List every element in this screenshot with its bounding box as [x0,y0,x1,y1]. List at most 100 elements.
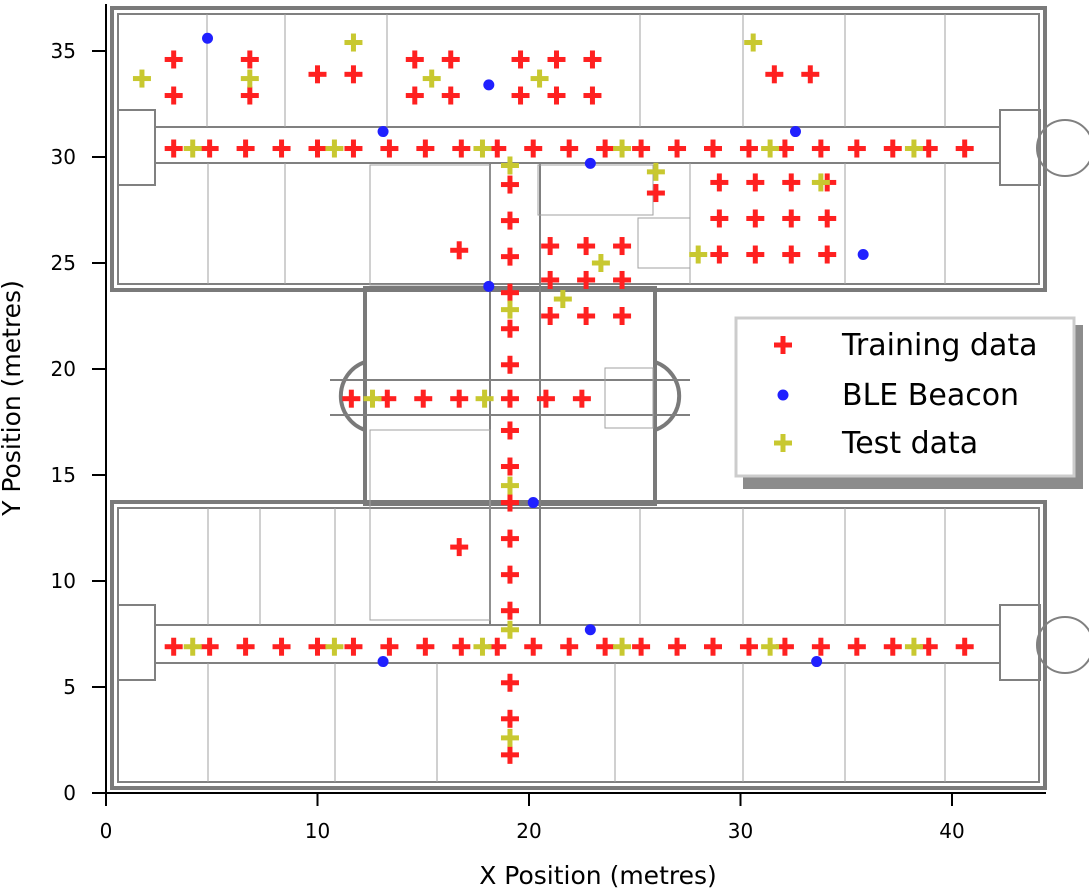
training-point [416,637,435,656]
training-point [801,65,820,84]
test-point [500,728,519,747]
training-point [380,139,399,158]
test-point [325,139,344,158]
training-point [524,637,543,656]
test-point [646,162,665,181]
test-point [240,69,259,88]
training-point [955,637,974,656]
training-point [452,139,471,158]
beacon-point [789,126,801,138]
training-point [560,139,579,158]
training-point [883,139,902,158]
training-point [541,307,560,325]
y-tick-label: 5 [63,675,76,699]
test-point [591,254,610,272]
training-point [344,637,363,656]
training-point [883,637,902,656]
training-point [500,355,519,374]
training-point [236,139,255,158]
training-point [164,637,183,656]
beacon-point [202,32,214,44]
training-point [811,637,830,656]
training-point [596,139,615,158]
training-point [344,65,363,84]
training-point [775,637,794,656]
training-point [272,139,291,158]
training-point [405,86,424,105]
training-point [500,601,519,620]
training-point [500,493,519,512]
training-point [511,50,530,69]
training-point [547,50,566,69]
training-point [577,270,596,289]
training-point [919,139,938,158]
y-tick-label: 20 [51,357,76,381]
training-point [240,50,259,69]
test-point [761,139,780,158]
training-point [488,637,507,656]
training-point [511,86,530,105]
training-point [450,241,469,260]
training-point [200,139,219,158]
test-point [744,33,763,52]
training-point [308,637,327,656]
legend-label-test: Test data [841,426,978,461]
training-point [500,565,519,584]
training-point [775,139,794,158]
training-point [710,245,729,264]
training-point [441,86,460,105]
test-point [530,69,549,88]
beacon-point [483,280,495,292]
y-tick-label: 0 [63,781,76,805]
training-point [710,209,729,228]
training-point [613,307,632,325]
x-tick-label: 40 [939,819,964,843]
test-point [422,69,441,88]
beacon-point [584,157,596,169]
training-point [811,139,830,158]
training-point [450,389,469,408]
training-point [200,637,219,656]
training-point [596,637,615,656]
training-point [704,637,723,656]
training-point [164,86,183,105]
x-tick-label: 30 [728,819,753,843]
training-point [919,637,938,656]
training-point [500,247,519,266]
test-point [613,637,632,656]
training-point [164,139,183,158]
training-point [572,389,591,408]
training-point [746,209,765,228]
training-point [955,139,974,158]
test-point [553,290,572,309]
training-point [818,209,837,228]
test-point [132,69,151,88]
axes: 0 5 10 15 20 25 30 35 0 10 20 30 40 [51,4,1046,843]
training-point [560,637,579,656]
training-point [240,86,259,105]
training-point [613,237,632,256]
training-point [308,139,327,158]
training-point [646,184,665,203]
training-point [500,673,519,692]
training-point [488,139,507,158]
test-point [761,637,780,656]
test-point [811,173,830,192]
training-point [710,173,729,192]
training-point [541,270,560,289]
beacon-point [584,624,596,636]
beacon-point [483,79,495,91]
x-axis-title: X Position (metres) [479,861,717,890]
training-point [500,211,519,230]
y-tick-label: 35 [51,39,76,63]
training-point [344,139,363,158]
legend-markers [774,336,792,452]
training-point [632,637,651,656]
series-test-data [132,33,923,747]
legend: Training data BLE Beacon Test data [734,316,1083,489]
training-point [583,50,602,69]
test-point [500,156,519,175]
test-point [904,637,923,656]
test-point [183,637,202,656]
legend-marker-training [774,336,792,354]
